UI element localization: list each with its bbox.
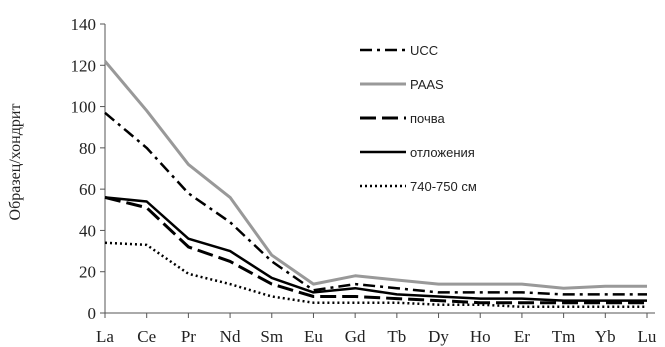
x-tick-label: Sm [260, 327, 283, 346]
legend-label: UCC [410, 43, 438, 58]
x-tick-label: Gd [345, 327, 366, 346]
legend-label: 740-750 см [410, 179, 477, 194]
y-tick-label: 80 [79, 139, 96, 158]
x-tick-label: Yb [595, 327, 616, 346]
x-tick-label: Dy [428, 327, 449, 346]
x-tick-label: Nd [220, 327, 241, 346]
y-tick-label: 0 [88, 304, 97, 323]
legend: UCC PAAS почва отложения 740-750 см [360, 43, 477, 194]
y-tick-label: 100 [71, 98, 97, 117]
x-tick-label: Ce [137, 327, 156, 346]
y-ticks: 0 20 40 60 80 100 120 140 [71, 15, 105, 323]
legend-label: почва [410, 111, 446, 126]
series-line-0 [104, 111, 647, 296]
y-tick-label: 120 [71, 56, 97, 75]
y-tick-label: 20 [79, 263, 96, 282]
x-tick-label: Ho [470, 327, 491, 346]
series-line-1 [103, 60, 647, 290]
x-tick-label: Eu [304, 327, 323, 346]
x-tick-label: Lu [638, 327, 657, 346]
series-lines [103, 60, 647, 309]
y-axis-label: Образец/хондрит [7, 104, 24, 221]
x-tick-label: La [96, 327, 114, 346]
y-tick-label: 40 [79, 221, 96, 240]
legend-label: PAAS [410, 77, 444, 92]
legend-label: отложения [410, 145, 475, 160]
x-ticks: La Ce Pr Nd Sm Eu Gd Tb Dy Ho Er Tm Yb Lu [96, 313, 657, 346]
y-tick-label: 140 [71, 15, 97, 34]
x-tick-label: Tb [387, 327, 406, 346]
x-tick-label: Er [514, 327, 530, 346]
series-line-3 [104, 196, 647, 302]
x-tick-label: Pr [181, 327, 196, 346]
axes [104, 24, 655, 314]
series-line-2 [104, 195, 647, 305]
x-tick-label: Tm [552, 327, 576, 346]
y-tick-label: 60 [79, 180, 96, 199]
